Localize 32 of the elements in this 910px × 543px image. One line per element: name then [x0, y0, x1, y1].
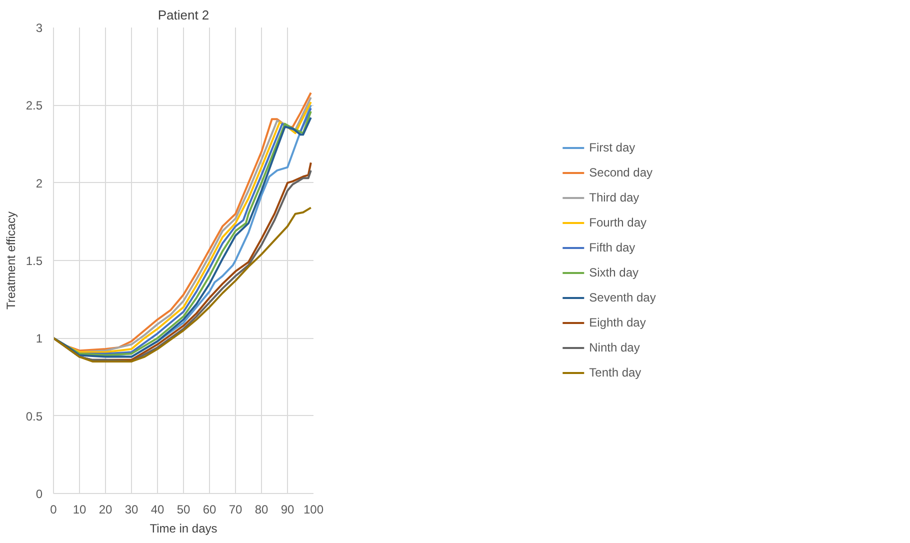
y-tick-label: 1.5: [26, 254, 43, 268]
legend-label: First day: [589, 140, 636, 154]
x-tick-label: 80: [254, 502, 268, 516]
x-tick-label: 60: [202, 502, 216, 516]
chart-title: Patient 2: [158, 8, 210, 22]
y-tick-label: 0: [36, 487, 43, 501]
legend-label: Third day: [589, 190, 640, 204]
y-axis-title: Treatment efficacy: [4, 211, 18, 310]
x-tick-label: 30: [124, 502, 138, 516]
legend-label: Second day: [589, 166, 653, 180]
x-tick-label: 90: [280, 502, 294, 516]
x-tick-label: 100: [303, 502, 324, 516]
y-tick-label: 2.5: [26, 98, 43, 113]
line-series: [54, 206, 312, 362]
x-axis-title: Time in days: [150, 522, 218, 536]
legend-label: Sixth day: [589, 266, 638, 280]
legend-label: Fifth day: [589, 240, 636, 254]
x-tick-label: 20: [98, 502, 112, 516]
legend-label: Tenth day: [589, 366, 642, 380]
x-tick-label: 0: [50, 502, 58, 516]
y-tick-label: 0.5: [26, 409, 43, 424]
y-tick-label: 1: [36, 332, 43, 346]
legend-label: Eighth day: [589, 316, 646, 330]
x-tick-label: 40: [150, 502, 164, 516]
legend-label: Ninth day: [589, 340, 640, 354]
x-tick-label: 10: [72, 502, 86, 516]
y-tick-label: 2: [36, 176, 43, 190]
legend-label: Fourth day: [589, 216, 647, 230]
x-tick-label: 70: [228, 502, 242, 516]
x-tick-label: 50: [176, 502, 190, 516]
legend-label: Seventh day: [589, 290, 656, 304]
y-tick-label: 3: [36, 21, 43, 35]
